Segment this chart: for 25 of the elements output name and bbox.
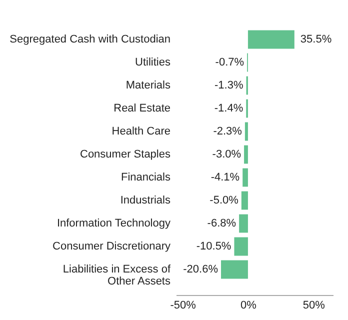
data-label: -0.7% xyxy=(215,56,244,68)
data-label: -1.3% xyxy=(214,80,244,92)
y-tick-label: Consumer Staples xyxy=(80,148,171,160)
y-tick-label: Materials xyxy=(126,80,171,92)
x-tick-label: -50% xyxy=(170,300,196,312)
data-label: -3.0% xyxy=(212,148,242,160)
y-tick-label: Liabilities in Excess of Other Assets xyxy=(62,264,172,288)
data-label: -6.8% xyxy=(207,218,236,230)
data-label: -1.4% xyxy=(214,102,244,114)
y-tick-label: Information Technology xyxy=(56,218,171,230)
y-tick-label: Utilities xyxy=(135,56,171,68)
y-tick-label: Segregated Cash with Custodian xyxy=(10,34,170,46)
y-tick-label: Real Estate xyxy=(114,102,170,114)
data-label: 35.5% xyxy=(300,34,332,46)
x-tick-label: 0% xyxy=(240,300,257,312)
y-tick-label: Health Care xyxy=(112,126,170,138)
data-label: -2.3% xyxy=(213,126,242,138)
x-tick-label: 50% xyxy=(302,300,326,312)
y-tick-label: Financials xyxy=(120,172,171,184)
data-label: -5.0% xyxy=(210,194,239,206)
data-label: -4.1% xyxy=(210,172,240,184)
data-label: -10.5% xyxy=(196,240,232,252)
y-tick-label: Consumer Discretionary xyxy=(52,240,171,252)
data-label: -20.6% xyxy=(183,264,218,276)
y-tick-label: Industrials xyxy=(120,194,171,206)
